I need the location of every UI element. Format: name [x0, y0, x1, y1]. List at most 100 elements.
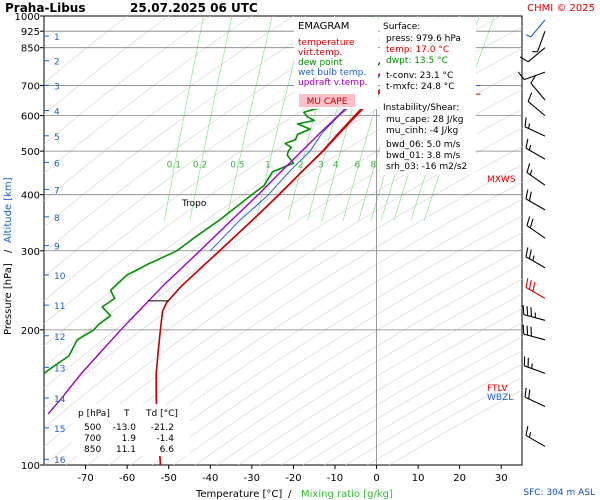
- wind-barb-flag: [526, 325, 529, 336]
- x-tick-label: -20: [285, 473, 301, 484]
- wind-barb: [525, 138, 546, 160]
- x-tick-label: -70: [77, 473, 93, 484]
- surface-temp: temp: 17.0 °C: [386, 45, 449, 55]
- wind-barb-flag: [529, 218, 534, 229]
- dry-adiabat: [194, 263, 522, 465]
- mixing-ratio-label: 6: [355, 161, 361, 171]
- level-table-cell: -13.0: [113, 423, 137, 433]
- level-table-header-t: T: [123, 409, 130, 419]
- y-tick-label: 850: [21, 44, 40, 55]
- wind-barb: [524, 117, 546, 137]
- level-table-header-td: Td [°C]: [145, 409, 178, 419]
- dry-adiabat: [173, 248, 522, 465]
- y-tick-label: 200: [21, 326, 40, 337]
- x-tick-label: 0: [373, 473, 379, 484]
- mixing-ratio-label: 0.5: [230, 161, 244, 171]
- y-axis-title: Pressure [hPa]: [3, 263, 14, 335]
- surface-info-box: [380, 17, 476, 175]
- wind-barb: [532, 31, 546, 53]
- wind-barb-shaft: [526, 172, 546, 186]
- wind-barb: [527, 92, 546, 117]
- wind-barb: [525, 19, 546, 38]
- level-table-cell: 700: [84, 434, 101, 444]
- wind-barb-flag: [528, 279, 532, 290]
- bwd-01-value: bwd_01: 3.8 m/s: [386, 151, 461, 161]
- mxws-label: MXWS: [487, 175, 516, 185]
- x-tick-label: 20: [453, 473, 466, 484]
- level-table-header-p: p [hPa]: [78, 409, 110, 419]
- wind-barb-shaft: [530, 19, 546, 38]
- wind-barb: [519, 47, 546, 63]
- wind-barb-shaft: [524, 365, 546, 374]
- sfc-label: SFC: 304 m ASL: [523, 488, 595, 498]
- srh-03-value: srh_03: -16 m2/s2: [386, 162, 467, 172]
- dry-adiabat: [87, 181, 522, 465]
- bwd-06-value: bwd_06: 5.0 m/s: [386, 140, 461, 150]
- wind-barb-shaft: [524, 71, 546, 81]
- wind-barb-half-flag: [528, 432, 532, 438]
- wind-barb-flag: [528, 191, 532, 201]
- legend-updraft: updraft v.temp.: [298, 78, 368, 88]
- wind-barb-flag: [532, 281, 536, 292]
- wind-barb: [526, 216, 546, 239]
- wind-barb: [525, 277, 546, 299]
- wind-barb-flag: [519, 56, 529, 63]
- altitude-tick-label: 10: [54, 272, 66, 282]
- altitude-tick-label: 2: [54, 58, 60, 68]
- wind-barb-flag: [528, 389, 531, 399]
- wind-barb-shaft: [524, 396, 546, 407]
- altitude-tick-label: 8: [54, 214, 60, 224]
- mu-cape-value: mu_cape: 28 J/kg: [386, 115, 464, 125]
- wind-barb-flag: [524, 117, 527, 127]
- altitude-tick-label: 16: [54, 456, 66, 466]
- ftlv-label: FTLV: [487, 384, 509, 394]
- wind-barb-flag: [526, 306, 529, 316]
- wind-barb-half-flag: [532, 255, 535, 261]
- wind-barb-shaft: [523, 314, 546, 321]
- altitude-tick-label: 3: [54, 82, 60, 92]
- wind-barb-flag: [525, 247, 529, 257]
- altitude-tick-label: 7: [54, 186, 60, 196]
- wind-barb-flag: [525, 138, 529, 149]
- legend-title: EMAGRAM: [298, 21, 349, 32]
- mixing-ratio-label: 2: [298, 161, 304, 171]
- wind-barb-shaft: [530, 82, 546, 101]
- x-tick-label: -60: [119, 473, 135, 484]
- legend-temperature: temperature: [298, 38, 355, 48]
- wind-barb: [526, 163, 546, 186]
- wbzl-label: WBZL: [487, 393, 513, 403]
- x-tick-label: -30: [244, 473, 260, 484]
- wind-barb-shaft: [523, 333, 546, 341]
- wind-barb-shaft: [536, 31, 546, 53]
- y-tick-label: 700: [21, 82, 40, 93]
- altitude-tick-label: 15: [54, 425, 65, 435]
- mixing-ratio-line: [163, 16, 205, 221]
- altitude-tick-label: 6: [54, 159, 60, 169]
- x-tick-label: 30: [495, 473, 508, 484]
- surface-press: press: 979.6 hPa: [386, 34, 461, 44]
- y-tick-label: 500: [21, 147, 40, 158]
- level-table-cell: 6.6: [160, 445, 175, 455]
- wind-barb-flag: [524, 387, 527, 398]
- altitude-tick-label: 11: [54, 302, 65, 312]
- wind-barb-shaft: [525, 256, 546, 269]
- dry-adiabat: [44, 48, 522, 368]
- mu-cape-badge: [299, 94, 355, 107]
- level-table-cell: 11.1: [116, 445, 136, 455]
- mixing-ratio-label: 0.1: [167, 161, 181, 171]
- x-axis-title-mix: Mixing ratio [g/kg]: [301, 489, 393, 500]
- dry-adiabat: [130, 215, 522, 465]
- wind-barb-flag: [530, 74, 537, 84]
- wind-barb: [525, 247, 546, 269]
- surface-tconv: t-conv: 23.1 °C: [386, 71, 453, 81]
- wind-barb-layer: [517, 19, 546, 447]
- wind-barb-flag: [522, 324, 525, 335]
- x-tick-label: -50: [161, 473, 177, 484]
- x-axis-title: Temperature [°C]: [195, 489, 282, 500]
- legend-box: [294, 17, 378, 109]
- wind-barb: [517, 71, 546, 81]
- wind-barb: [530, 74, 546, 101]
- instability-heading: Instability/Shear:: [383, 103, 459, 113]
- wind-barb-half-flag: [528, 144, 532, 151]
- wind-barb-flag: [527, 92, 533, 102]
